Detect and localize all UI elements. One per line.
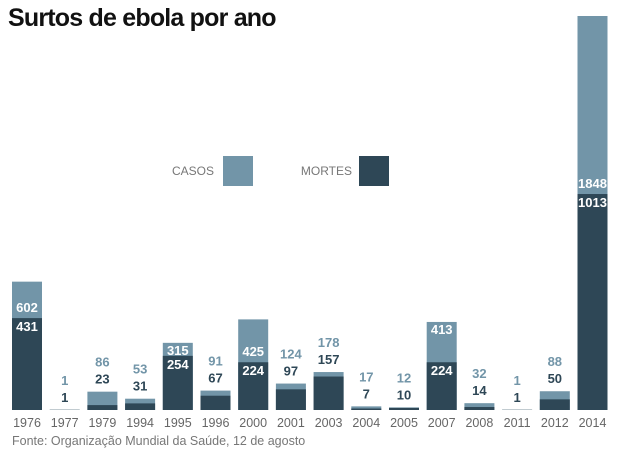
x-tick-2005: 2005 — [390, 416, 418, 430]
value-label-mortes-2005: 10 — [397, 387, 411, 402]
value-label-mortes-2012: 50 — [548, 371, 562, 386]
value-label-mortes-2003: 157 — [318, 352, 340, 367]
bar-mortes-2014 — [577, 194, 608, 410]
bar-mortes-2001 — [275, 389, 306, 410]
value-label-mortes-2008: 14 — [472, 383, 487, 398]
x-tick-2004: 2004 — [352, 416, 380, 430]
bar-casos-2008 — [464, 403, 495, 410]
legend: CASOS MORTES — [172, 156, 389, 186]
value-label-casos-1995: 315 — [167, 343, 189, 358]
legend-swatch-casos — [223, 156, 253, 186]
bars-layer — [12, 16, 608, 410]
bar-mortes-1996 — [200, 395, 231, 410]
x-tick-1995: 1995 — [164, 416, 192, 430]
value-label-mortes-1995: 254 — [167, 357, 189, 372]
x-tick-2012: 2012 — [541, 416, 569, 430]
bar-mortes-2003 — [313, 376, 344, 410]
x-tick-1996: 1996 — [202, 416, 230, 430]
x-tick-2003: 2003 — [315, 416, 343, 430]
x-tick-1994: 1994 — [126, 416, 154, 430]
value-label-casos-1976: 602 — [16, 300, 38, 315]
bar-mortes-2008 — [464, 407, 495, 410]
x-tick-2007: 2007 — [428, 416, 456, 430]
value-label-casos-2008: 32 — [472, 366, 486, 381]
value-label-mortes-2014: 1013 — [578, 195, 607, 210]
value-label-mortes-1977: 1 — [61, 390, 68, 405]
value-label-casos-1996: 91 — [208, 354, 222, 369]
value-label-casos-2014: 1848 — [578, 176, 607, 191]
legend-swatch-mortes — [359, 156, 389, 186]
bar-mortes-2005 — [389, 407, 419, 410]
value-label-mortes-1996: 67 — [208, 371, 222, 386]
x-axis-ticks: 1976 1977 1979 1994 1995 1996 2000 2001 2003 2004… — [13, 416, 606, 430]
x-tick-2014: 2014 — [579, 416, 607, 430]
value-label-casos-2003: 178 — [318, 335, 340, 350]
value-label-mortes-2004: 7 — [363, 386, 370, 401]
bar-mortes-2012 — [539, 399, 570, 410]
legend-label-mortes: MORTES — [301, 164, 352, 178]
value-label-casos-2011: 1 — [513, 373, 520, 388]
value-label-casos-1977: 1 — [61, 373, 68, 388]
value-label-mortes-1994: 31 — [133, 379, 147, 394]
bar-mortes-1994 — [125, 403, 156, 410]
source-note: Fonte: Organização Mundial da Saúde, 12 … — [12, 434, 306, 448]
bar-mortes-1995 — [162, 355, 193, 410]
value-label-mortes-2000: 224 — [242, 363, 264, 378]
value-label-casos-2000: 425 — [242, 344, 264, 359]
value-label-casos-2007: 413 — [431, 322, 453, 337]
value-label-mortes-2001: 97 — [284, 364, 298, 379]
x-tick-1977: 1977 — [51, 416, 79, 430]
x-tick-2001: 2001 — [277, 416, 305, 430]
bar-mortes-2004 — [351, 408, 382, 410]
bar-casos-2004 — [351, 406, 382, 410]
x-tick-1976: 1976 — [13, 416, 41, 430]
bar-mortes-1979 — [87, 405, 118, 410]
bar-mortes-2000 — [238, 362, 269, 410]
value-label-casos-2012: 88 — [548, 354, 562, 369]
value-label-mortes-1979: 23 — [95, 372, 109, 387]
x-tick-2000: 2000 — [239, 416, 267, 430]
value-label-casos-2001: 124 — [280, 347, 302, 362]
legend-label-casos: CASOS — [172, 164, 214, 178]
value-label-mortes-2011: 1 — [513, 390, 520, 405]
value-label-casos-1994: 53 — [133, 362, 147, 377]
x-tick-2008: 2008 — [465, 416, 493, 430]
value-label-casos-1979: 86 — [95, 355, 109, 370]
bar-mortes-2007 — [426, 362, 457, 410]
bar-mortes-1976 — [12, 318, 42, 410]
value-label-casos-2004: 17 — [359, 369, 373, 384]
x-tick-1979: 1979 — [88, 416, 116, 430]
value-label-mortes-2007: 224 — [431, 363, 453, 378]
value-label-mortes-1976: 431 — [16, 319, 38, 334]
chart-title: Surtos de ebola por ano — [8, 4, 277, 32]
x-tick-2011: 2011 — [504, 416, 531, 430]
value-label-casos-2005: 12 — [397, 370, 411, 385]
